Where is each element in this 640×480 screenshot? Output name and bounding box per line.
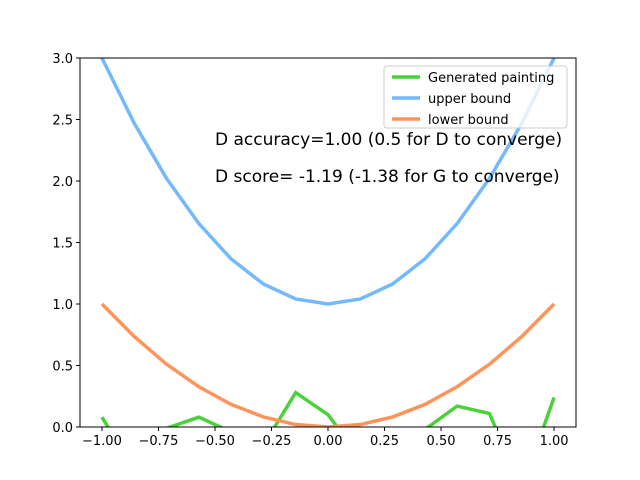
y-tick-label: 1.5 (52, 237, 73, 252)
x-tick-label: −0.25 (252, 434, 292, 449)
line (100, 58, 556, 306)
line (100, 302, 556, 427)
plot-area (100, 58, 556, 427)
x-tick-label: 1.00 (540, 434, 569, 449)
y-tick-label: 2.0 (52, 175, 73, 190)
y-tick-label: 0.5 (52, 360, 73, 375)
y-tick-label: 3.0 (52, 52, 73, 67)
x-tick-label: −0.50 (195, 434, 235, 449)
annotation: D accuracy=1.00 (0.5 for D to converge) (215, 130, 562, 150)
x-tick-label: 0.25 (370, 434, 399, 449)
y-tick-label: 0.0 (52, 421, 73, 436)
x-tick-label: −0.75 (139, 434, 179, 449)
legend-label: Generated painting (428, 71, 554, 86)
y-tick-label: 1.0 (52, 298, 73, 313)
x-tick-label: 0.00 (314, 434, 343, 449)
legend-box (383, 65, 568, 129)
annotation: D score= -1.19 (-1.38 for G to converge) (215, 167, 560, 187)
x-tick-label: −1.00 (82, 434, 122, 449)
x-tick-label: 0.75 (483, 434, 512, 449)
y-tick-label: 2.5 (52, 114, 73, 129)
legend-label: lower bound (428, 113, 509, 128)
line (100, 390, 556, 427)
x-tick-label: 0.50 (427, 434, 456, 449)
legend-label: upper bound (428, 92, 511, 107)
